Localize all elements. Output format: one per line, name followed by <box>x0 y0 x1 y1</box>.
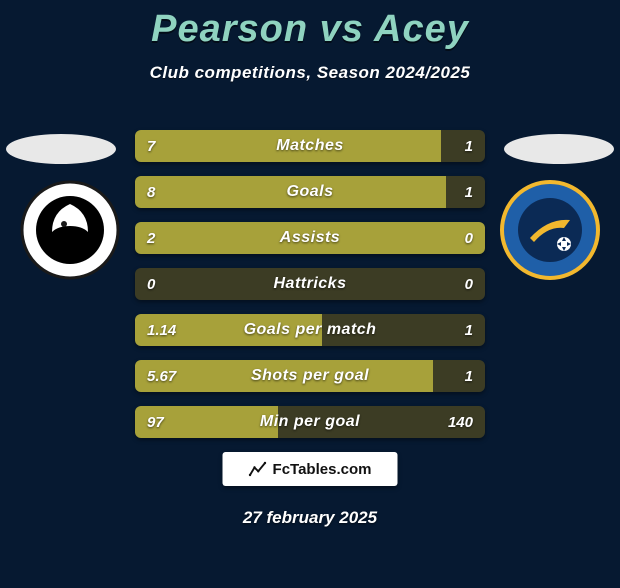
stats-bar-group: 71Matches 81Goals 20Assists 00Hattricks 1.14… <box>135 130 485 452</box>
stat-row: 71Matches <box>135 130 485 162</box>
stat-bar-left <box>135 406 278 438</box>
stat-bar-right <box>310 268 485 300</box>
stat-bar-left <box>135 130 441 162</box>
chart-line-icon <box>249 460 267 478</box>
brand-badge: FcTables.com <box>223 452 398 486</box>
club-crest-left-icon <box>20 180 120 280</box>
stat-bar-right <box>441 130 485 162</box>
stat-bar-left <box>135 222 485 254</box>
page-title: Pearson vs Acey <box>0 8 620 51</box>
stat-bar-left <box>135 314 322 346</box>
stat-row: 1.141Goals per match <box>135 314 485 346</box>
stat-row: 20Assists <box>135 222 485 254</box>
stat-bar-left <box>135 360 433 392</box>
stat-row: 00Hattricks <box>135 268 485 300</box>
stat-row: 81Goals <box>135 176 485 208</box>
stat-bar-left <box>135 268 310 300</box>
brand-text: FcTables.com <box>273 461 372 478</box>
player-right-shadow-ellipse <box>504 134 614 164</box>
stat-bar-right <box>446 176 485 208</box>
player-left-shadow-ellipse <box>6 134 116 164</box>
stat-bar-right <box>433 360 486 392</box>
club-crest-right-icon <box>500 180 600 280</box>
stat-row: 5.671Shots per goal <box>135 360 485 392</box>
stat-bar-left <box>135 176 446 208</box>
page-subtitle: Club competitions, Season 2024/2025 <box>0 63 620 83</box>
stat-bar-right <box>322 314 485 346</box>
comparison-date: 27 february 2025 <box>0 508 620 528</box>
club-crest-right <box>500 180 600 280</box>
club-crest-left <box>20 180 120 280</box>
stat-bar-right <box>278 406 485 438</box>
stat-row: 97140Min per goal <box>135 406 485 438</box>
